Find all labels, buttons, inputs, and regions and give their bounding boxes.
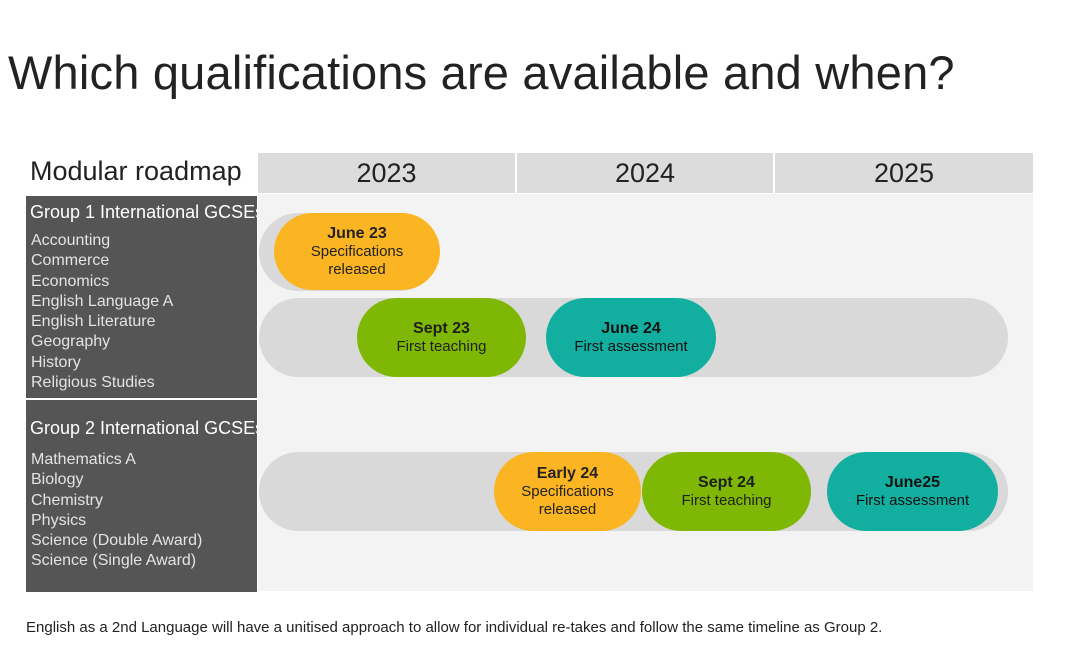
milestone-date: Sept 24 xyxy=(698,473,755,491)
year-header-2025: 2025 xyxy=(775,153,1033,193)
milestone-date: June25 xyxy=(884,473,941,491)
milestone-g2-release: Early 24 Specifications released xyxy=(494,452,641,531)
footnote: English as a 2nd Language will have a un… xyxy=(26,619,883,636)
milestone-g1-teaching: Sept 23 First teaching xyxy=(357,298,526,377)
milestone-label: First teaching xyxy=(681,491,772,509)
subject-item: Science (Single Award) xyxy=(31,552,197,570)
milestone-date: June 23 xyxy=(327,224,387,242)
roadmap-label: Modular roadmap xyxy=(30,156,242,186)
milestone-date: Sept 23 xyxy=(413,319,470,337)
milestone-label: First assessment xyxy=(574,337,688,355)
milestone-label: Specifications released xyxy=(310,242,404,278)
group2-heading: Group 2 International GCSEs xyxy=(30,418,265,438)
subject-item: Religious Studies xyxy=(31,374,155,392)
subject-item: Economics xyxy=(31,272,110,290)
milestone-g2-teaching: Sept 24 First teaching xyxy=(642,452,811,531)
subject-item: History xyxy=(31,353,81,371)
milestone-g1-assessment: June 24 First assessment xyxy=(546,298,716,377)
group2-panel: Group 2 International GCSEs Mathematics … xyxy=(26,400,265,592)
subject-item: Mathematics A xyxy=(31,451,136,468)
subject-item: English Language A xyxy=(31,292,174,310)
year-header-2023: 2023 xyxy=(258,153,515,193)
milestone-label: First assessment xyxy=(855,491,970,509)
subject-item: Physics xyxy=(31,511,87,529)
group1-subject-list: Accounting Commerce Economics English La… xyxy=(26,231,257,393)
subject-item: English Literature xyxy=(31,313,156,331)
milestone-label: First teaching xyxy=(396,337,487,355)
year-header-2024: 2024 xyxy=(517,153,773,193)
group1-heading: Group 1 International GCSEs xyxy=(30,202,265,222)
milestone-date: June 24 xyxy=(601,319,661,337)
group2-subject-list: Mathematics A Biology Chemistry Physics … xyxy=(26,450,257,572)
subject-item: Science (Double Award) xyxy=(31,532,203,550)
subject-item: Commerce xyxy=(31,252,110,270)
subject-item: Accounting xyxy=(31,232,111,249)
subject-item: Chemistry xyxy=(31,491,104,509)
subject-item: Geography xyxy=(31,333,111,351)
milestone-g1-release: June 23 Specifications released xyxy=(274,213,440,290)
group1-panel: Group 1 International GCSEs Accounting C… xyxy=(26,196,265,398)
page-title: Which qualifications are available and w… xyxy=(8,46,955,100)
milestone-g2-assessment: June25 First assessment xyxy=(827,452,998,531)
milestone-label: Specifications released xyxy=(521,482,614,518)
milestone-date: Early 24 xyxy=(536,464,599,482)
subject-item: Biology xyxy=(31,471,84,489)
